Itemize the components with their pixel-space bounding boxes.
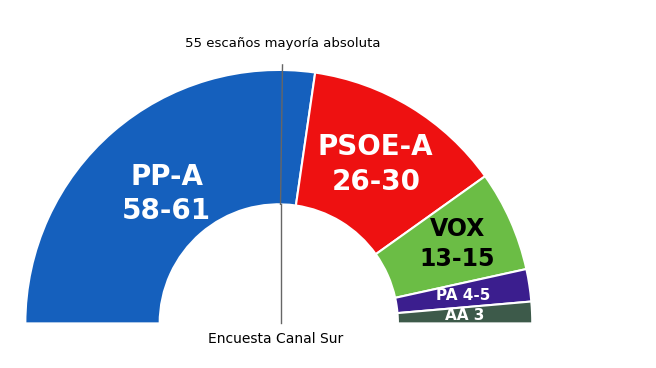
Wedge shape (296, 72, 485, 254)
Wedge shape (398, 301, 532, 323)
Text: VOX
13-15: VOX 13-15 (420, 217, 495, 271)
Wedge shape (376, 176, 526, 298)
Text: PP-A
58-61: PP-A 58-61 (122, 163, 211, 225)
Text: 55 escaños mayoría absoluta: 55 escaños mayoría absoluta (185, 37, 380, 50)
Text: Encuesta Canal Sur: Encuesta Canal Sur (208, 332, 343, 346)
Text: PA 4-5: PA 4-5 (436, 288, 490, 303)
Wedge shape (26, 70, 315, 323)
Wedge shape (395, 269, 531, 313)
Text: AA 3: AA 3 (445, 308, 485, 323)
Text: PSOE-A
26-30: PSOE-A 26-30 (318, 133, 434, 196)
